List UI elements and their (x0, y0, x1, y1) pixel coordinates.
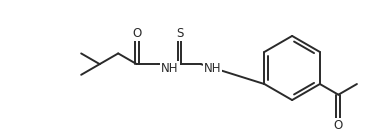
Text: S: S (176, 26, 183, 40)
Text: NH: NH (204, 63, 221, 75)
Text: O: O (334, 119, 343, 132)
Text: NH: NH (161, 63, 179, 75)
Text: O: O (132, 26, 141, 40)
